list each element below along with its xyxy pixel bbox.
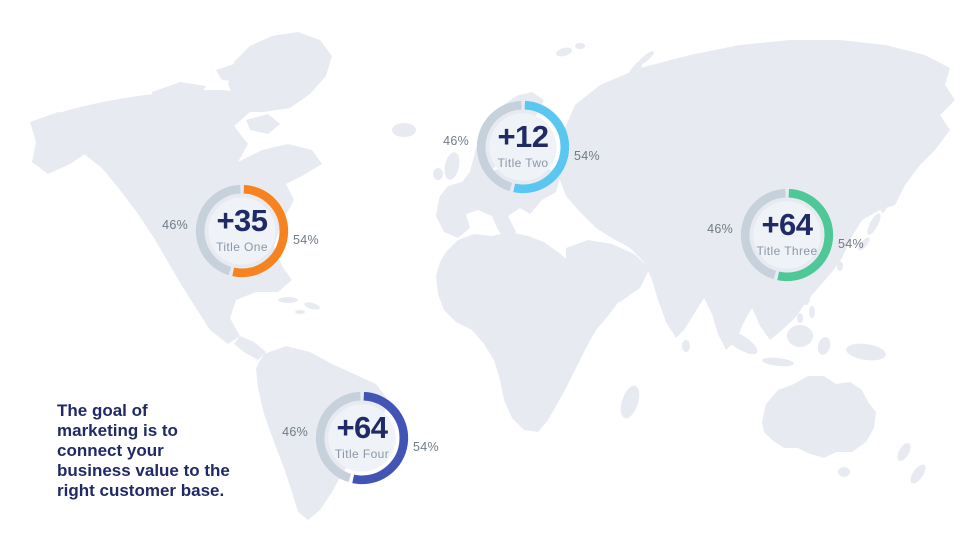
donut-inner-disc [328, 404, 396, 472]
donut-ring [195, 184, 289, 278]
donut-value-arc [476, 100, 570, 194]
metric-title: Title Two [497, 155, 549, 170]
donut-remainder-arc [740, 188, 834, 282]
donut-chart-title-one: 46% +35 Title One 54% [162, 181, 319, 281]
percent-right-label: 54% [574, 149, 600, 163]
metric-value: +35 [216, 202, 268, 238]
metric-value: +12 [497, 118, 549, 154]
map-java [762, 357, 794, 367]
map-svalbard [556, 47, 572, 57]
map-new-guinea [846, 343, 886, 361]
map-australia [762, 376, 876, 458]
map-japan [867, 213, 881, 235]
map-taiwan [837, 261, 843, 271]
map-arctic-island [246, 114, 280, 134]
donut-chart-title-two: 46% +12 Title Two 54% [443, 97, 600, 197]
map-madagascar [620, 385, 640, 419]
metric-value: +64 [761, 206, 813, 242]
percent-right-label: 54% [293, 233, 319, 247]
donut-ring [476, 100, 570, 194]
donut-value-arc [740, 188, 834, 282]
map-caribbean-island [304, 302, 320, 310]
map-tasmania [838, 467, 850, 477]
map-japan [880, 199, 888, 213]
metric-title: Title Four [334, 446, 390, 461]
map-arabia [566, 240, 650, 302]
donut-inner-disc [489, 113, 557, 181]
donut-ring [315, 391, 409, 485]
percent-left-label: 46% [282, 425, 308, 439]
percent-left-label: 46% [162, 218, 188, 232]
metric-value: +64 [336, 409, 388, 445]
map-philippines [802, 291, 810, 305]
donut-inner-disc [208, 197, 276, 265]
map-britain [444, 152, 460, 180]
description-text: The goal of marketing is to connect your… [57, 401, 230, 500]
map-arctic-island [152, 82, 206, 106]
percent-left-label: 46% [707, 222, 733, 236]
map-asia [558, 40, 955, 350]
metric-title: Title Three [756, 243, 818, 258]
map-philippines [809, 306, 815, 318]
map-novaya-zemlya [638, 51, 654, 65]
map-sulawesi [817, 337, 831, 355]
percent-left-label: 46% [443, 134, 469, 148]
donut-inner-disc [753, 201, 821, 269]
map-svalbard [575, 43, 585, 49]
donut-chart-title-four: 46% +64 Title Four 54% [282, 388, 439, 488]
map-borneo [787, 325, 813, 347]
map-ireland [433, 168, 443, 180]
donut-value-arc [195, 184, 289, 278]
map-iceland [392, 123, 416, 137]
map-africa [436, 232, 620, 432]
map-europe [436, 162, 560, 242]
map-caribbean-island [295, 310, 305, 314]
map-sumatra [722, 329, 758, 355]
percent-right-label: 54% [838, 237, 864, 251]
map-new-zealand [910, 464, 926, 484]
map-central-america [234, 336, 266, 360]
map-greenland [228, 32, 332, 112]
map-north-america [62, 90, 322, 344]
map-caribbean-island [278, 297, 298, 303]
map-philippines [797, 313, 803, 323]
percent-right-label: 54% [413, 440, 439, 454]
map-sri-lanka [682, 340, 690, 352]
metric-title: Title One [216, 239, 268, 254]
donut-chart-title-three: 46% +64 Title Three 54% [707, 185, 864, 285]
map-japan [858, 237, 870, 251]
map-new-zealand [897, 442, 911, 462]
donut-ring [740, 188, 834, 282]
